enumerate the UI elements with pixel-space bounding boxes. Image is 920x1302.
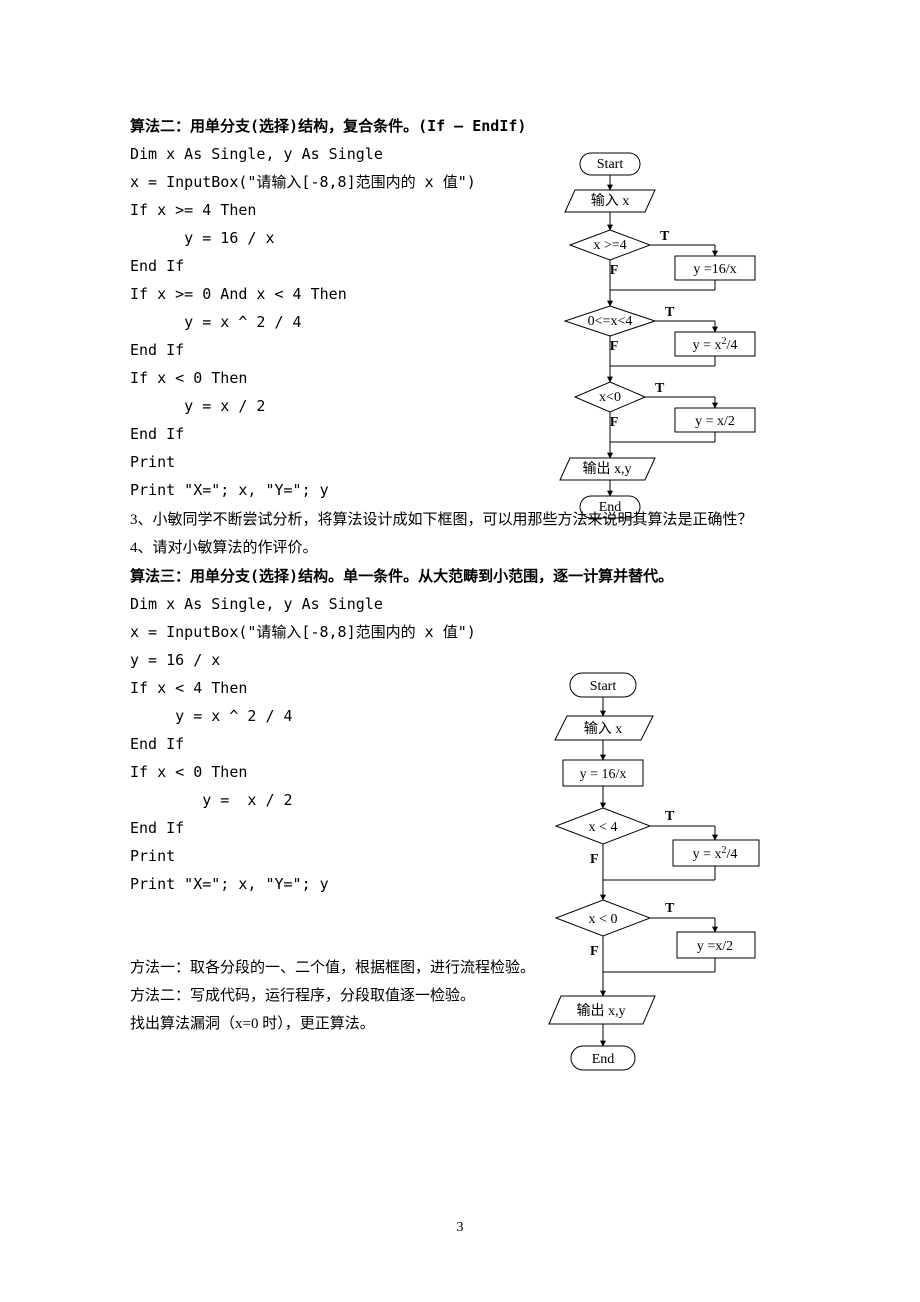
svg-text:T: T — [655, 381, 665, 396]
svg-text:End: End — [599, 500, 622, 515]
svg-text:输出 x,y: 输出 x,y — [577, 1003, 626, 1019]
svg-text:x<0: x<0 — [599, 390, 621, 405]
flowchart-1: Start 输入 x x >=4 T y =16/x F 0<=x<4 T y … — [515, 148, 795, 548]
svg-text:x < 0: x < 0 — [589, 912, 618, 927]
algo3-code-0: Dim x As Single, y As Single — [130, 590, 790, 618]
svg-text:y =16/x: y =16/x — [693, 262, 736, 277]
flowchart-2: Start 输入 x y = 16/x x < 4 T y = x2/4 F x… — [505, 668, 795, 1108]
svg-text:y = x2/4: y = x2/4 — [693, 336, 738, 353]
flowchart-2-svg: Start 输入 x y = 16/x x < 4 T y = x2/4 F x… — [505, 668, 795, 1108]
svg-text:输入 x: 输入 x — [591, 193, 630, 209]
svg-text:End: End — [592, 1052, 615, 1067]
svg-text:0<=x<4: 0<=x<4 — [588, 314, 633, 329]
svg-text:F: F — [590, 944, 599, 959]
algo2-title: 算法二：用单分支(选择)结构，复合条件。(If — EndIf) — [130, 112, 790, 140]
svg-text:y = x/2: y = x/2 — [695, 414, 735, 429]
svg-text:y = 16/x: y = 16/x — [580, 767, 627, 782]
svg-text:T: T — [665, 305, 675, 320]
page: 算法二：用单分支(选择)结构，复合条件。(If — EndIf) Dim x A… — [0, 0, 920, 1302]
flowchart-1-svg: Start 输入 x x >=4 T y =16/x F 0<=x<4 T y … — [515, 148, 795, 548]
svg-text:x < 4: x < 4 — [589, 820, 618, 835]
svg-text:输入 x: 输入 x — [584, 721, 623, 737]
svg-text:x >=4: x >=4 — [593, 238, 626, 253]
svg-text:T: T — [665, 901, 675, 916]
svg-text:Start: Start — [597, 157, 624, 172]
svg-text:F: F — [610, 263, 619, 278]
page-number: 3 — [0, 1220, 920, 1236]
svg-text:输出 x,y: 输出 x,y — [583, 461, 632, 477]
svg-text:T: T — [660, 229, 670, 244]
svg-text:T: T — [665, 809, 675, 824]
svg-text:F: F — [610, 339, 619, 354]
algo3-title: 算法三：用单分支(选择)结构。单一条件。从大范畴到小范围，逐一计算并替代。 — [130, 562, 790, 590]
svg-text:Start: Start — [590, 679, 617, 694]
svg-text:F: F — [590, 852, 599, 867]
svg-text:y =x/2: y =x/2 — [697, 939, 733, 954]
svg-text:y = x2/4: y = x2/4 — [693, 845, 738, 862]
algo3-code-1: x = InputBox("请输入[-8,8]范围内的 x 值") — [130, 618, 790, 646]
svg-text:F: F — [610, 415, 619, 430]
